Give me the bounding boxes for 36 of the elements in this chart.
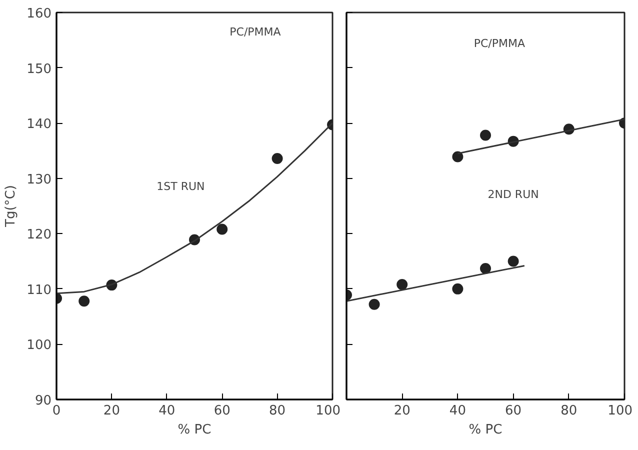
x-tick-label: 20 [103,404,120,418]
x-tick-label: 100 [316,404,341,418]
point [508,256,519,267]
y-tick-label: 130 [26,172,52,188]
annotation: 2ND RUN [488,188,539,201]
x-tick-label: 100 [608,404,633,418]
point [368,298,380,310]
y-axis-title: Tg(°C) [4,185,19,228]
point [452,283,464,294]
y-tick-label: 90 [34,394,52,408]
point [480,262,491,274]
y-tick-label: 140 [26,117,52,132]
x-tick-label: 40 [449,404,466,418]
x-tick-label: 80 [269,404,286,418]
x-axis-title: % PC [468,422,502,438]
x-tick-label: 60 [214,404,230,418]
x-tick-label: 20 [394,404,410,418]
x-tick-label: 60 [505,404,522,418]
x-axis-title: % PC [178,422,212,438]
point [480,130,491,141]
y-tick-label: 100 [26,338,52,354]
point [272,152,283,164]
x-tick-label: 0 [52,404,61,418]
annotation: PC/PMMA [474,36,526,50]
point [452,151,464,162]
y-tick-label: 160 [26,6,52,22]
point [396,279,408,290]
x-tick-label: 80 [560,404,578,418]
y-tick-label: 110 [26,282,52,298]
annotation: PC/PMMA [230,25,282,38]
point [216,224,228,235]
point [78,296,90,307]
x-tick-label: 40 [158,404,176,418]
annotation: 1ST RUN [156,180,205,194]
y-tick-label: 150 [26,62,52,77]
y-tick-label: 120 [26,228,52,243]
